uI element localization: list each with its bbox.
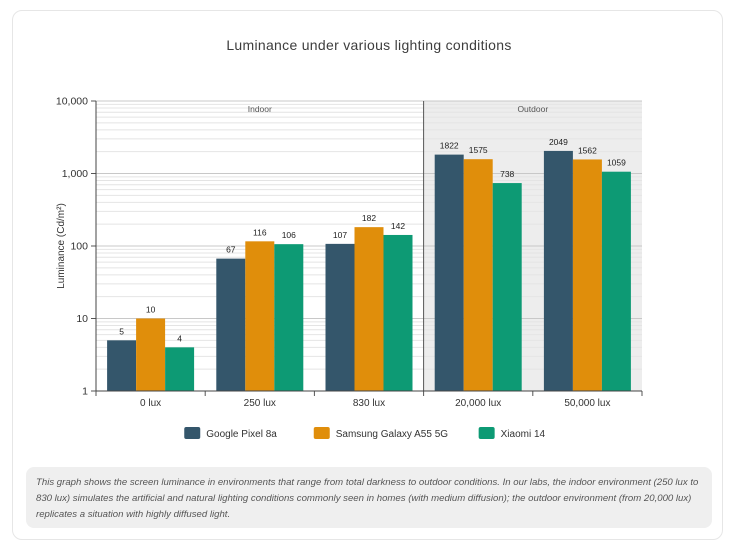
x-category-label: 250 lux (244, 398, 276, 409)
chart-footnote: This graph shows the screen luminance in… (26, 467, 712, 528)
x-category-label: 830 lux (353, 398, 385, 409)
bar (107, 340, 137, 391)
chart-title: Luminance under various lighting conditi… (226, 37, 512, 53)
bar (245, 241, 275, 391)
bar (165, 347, 195, 391)
legend-swatch[interactable] (478, 427, 495, 439)
bar-value-label: 1059 (607, 158, 626, 168)
bar (216, 258, 246, 391)
y-tick-label: 1,000 (62, 168, 88, 180)
bar (492, 183, 522, 391)
bar-value-label: 4 (177, 333, 182, 343)
bar-value-label: 5 (119, 326, 124, 336)
bar-value-label: 1575 (469, 145, 488, 155)
region-label-outdoor: Outdoor (517, 104, 548, 114)
x-category-label: 0 lux (140, 398, 161, 409)
bar (136, 318, 166, 391)
bar-value-label: 2049 (549, 137, 568, 147)
legend-label: Xiaomi 14 (501, 429, 546, 440)
y-tick-label: 100 (70, 241, 88, 253)
bar-value-label: 107 (333, 230, 347, 240)
bar (325, 243, 355, 391)
bar-value-label: 67 (226, 245, 236, 255)
y-tick-label: 1 (82, 386, 88, 398)
region-label-indoor: Indoor (248, 104, 272, 114)
x-category-label: 20,000 lux (455, 398, 501, 409)
legend-swatch[interactable] (313, 427, 330, 439)
bar (601, 171, 631, 391)
legend-label: Samsung Galaxy A55 5G (336, 429, 449, 440)
legend-swatch[interactable] (184, 427, 201, 439)
bar (383, 234, 413, 391)
bar-value-label: 1562 (578, 145, 597, 155)
bar (434, 154, 464, 391)
bar (463, 159, 493, 391)
bar (572, 159, 602, 391)
y-axis-title: Luminance (Cd/m²) (56, 203, 67, 289)
legend-label: Google Pixel 8a (206, 429, 277, 440)
bar-value-label: 142 (391, 221, 405, 231)
bar-value-label: 106 (282, 230, 296, 240)
bar (354, 227, 384, 391)
bar (274, 244, 304, 391)
bar-value-label: 116 (253, 227, 267, 237)
bar-value-label: 10 (146, 305, 156, 315)
bar-value-label: 1822 (440, 141, 459, 151)
y-tick-label: 10 (76, 313, 88, 325)
bar-value-label: 182 (362, 213, 376, 223)
bar (543, 150, 573, 391)
bar-value-label: 738 (500, 169, 514, 179)
y-tick-label: 10,000 (56, 96, 88, 108)
x-category-label: 50,000 lux (564, 398, 610, 409)
